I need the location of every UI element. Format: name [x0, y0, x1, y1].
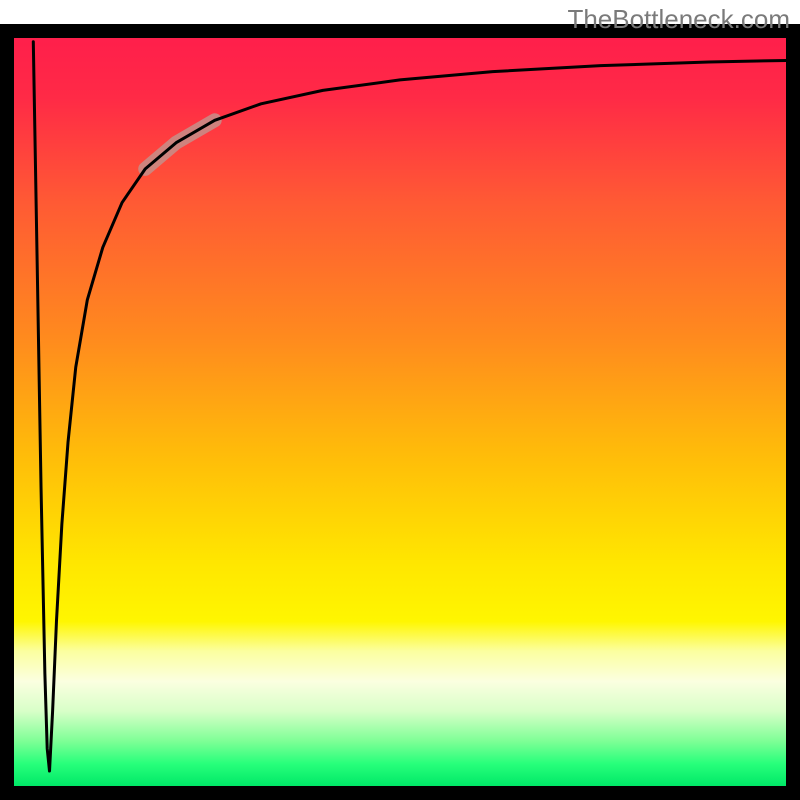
chart-container: { "watermark": { "text": "TheBottleneck.… — [0, 0, 800, 800]
watermark-text: TheBottleneck.com — [567, 4, 790, 35]
bottleneck-chart — [0, 0, 800, 800]
plot-background — [14, 38, 786, 786]
